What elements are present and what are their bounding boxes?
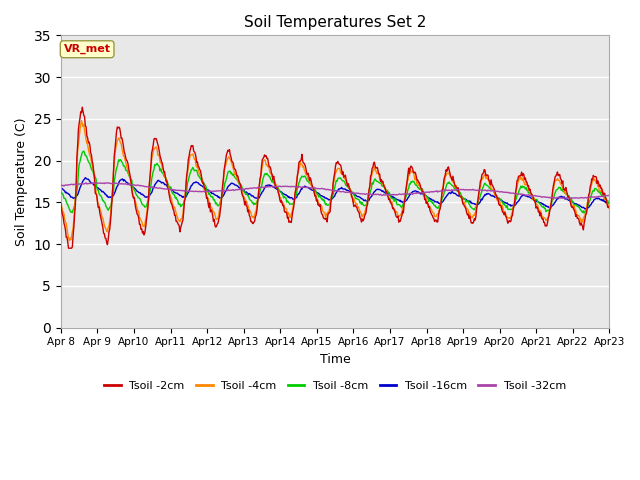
Title: Soil Temperatures Set 2: Soil Temperatures Set 2 [244, 15, 426, 30]
Text: VR_met: VR_met [63, 44, 111, 54]
X-axis label: Time: Time [320, 353, 351, 366]
Y-axis label: Soil Temperature (C): Soil Temperature (C) [15, 117, 28, 246]
Legend: Tsoil -2cm, Tsoil -4cm, Tsoil -8cm, Tsoil -16cm, Tsoil -32cm: Tsoil -2cm, Tsoil -4cm, Tsoil -8cm, Tsoi… [99, 377, 571, 396]
